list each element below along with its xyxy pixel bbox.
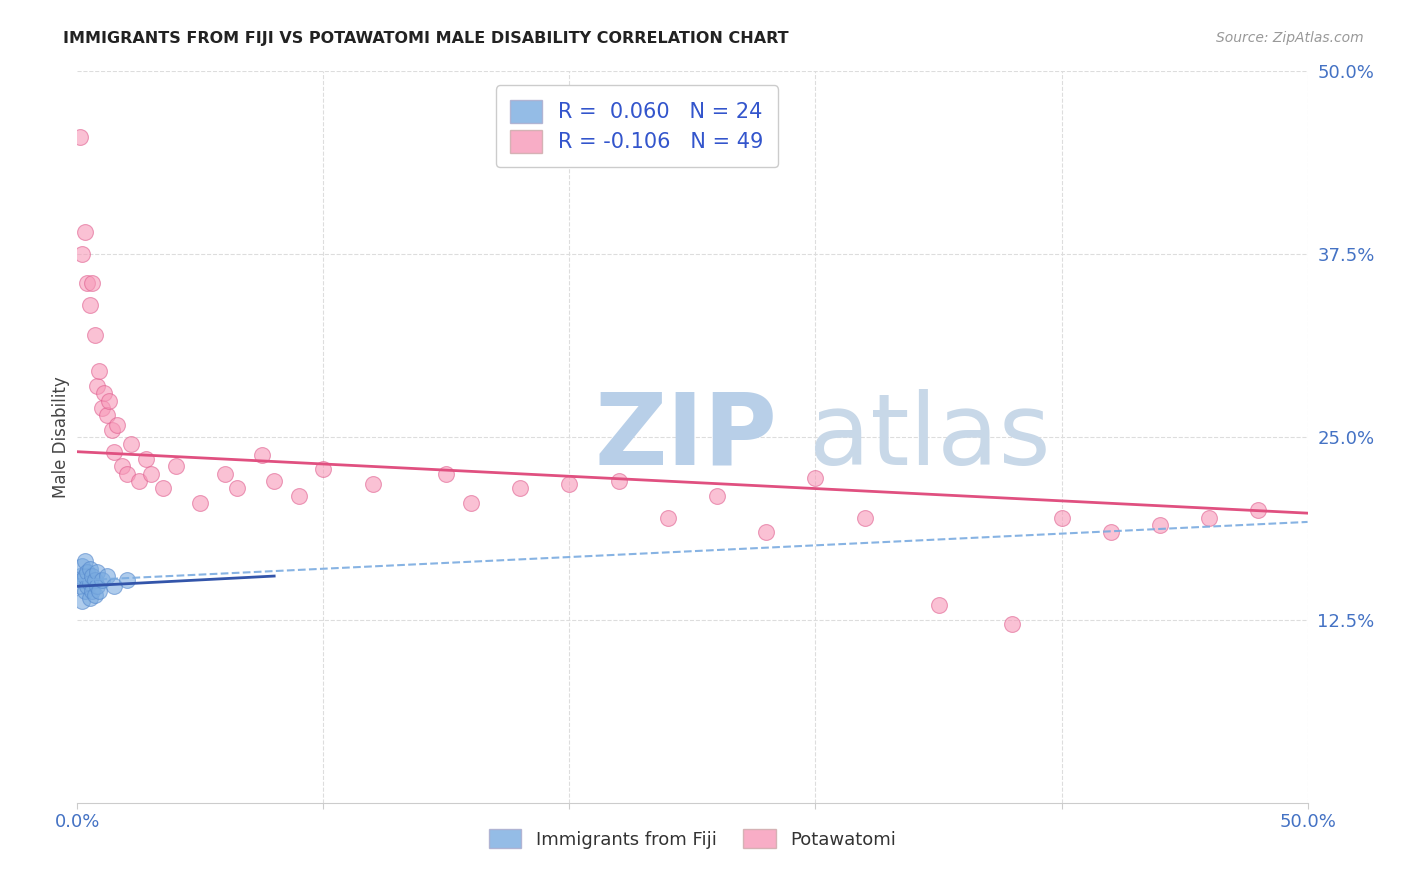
Point xyxy=(250,448,273,462)
Point xyxy=(73,554,96,568)
Point xyxy=(82,569,104,583)
Point xyxy=(141,467,163,481)
Point xyxy=(103,444,125,458)
Point xyxy=(312,462,335,476)
Y-axis label: Male Disability: Male Disability xyxy=(52,376,70,498)
Point xyxy=(83,327,105,342)
Point xyxy=(90,574,114,588)
Point xyxy=(96,569,118,583)
Point xyxy=(135,452,157,467)
Point xyxy=(214,467,236,481)
Point xyxy=(82,277,104,291)
Text: Source: ZipAtlas.com: Source: ZipAtlas.com xyxy=(1216,31,1364,45)
Point xyxy=(115,574,138,588)
Point xyxy=(509,481,531,495)
Point xyxy=(152,481,174,495)
Point xyxy=(96,408,118,422)
Point xyxy=(82,583,104,598)
Point xyxy=(263,474,285,488)
Point xyxy=(69,569,91,583)
Point xyxy=(86,565,108,579)
Point xyxy=(1149,517,1171,532)
Point xyxy=(288,489,311,503)
Point xyxy=(89,364,111,378)
Point xyxy=(86,579,108,593)
Point xyxy=(73,225,96,239)
Point xyxy=(83,574,105,588)
Point xyxy=(755,525,778,540)
Point xyxy=(853,510,876,524)
Point xyxy=(226,481,249,495)
Text: ZIP: ZIP xyxy=(595,389,778,485)
Point xyxy=(128,474,150,488)
Point xyxy=(76,277,98,291)
Point xyxy=(706,489,728,503)
Point xyxy=(460,496,482,510)
Point xyxy=(73,569,96,583)
Point xyxy=(93,386,115,401)
Point xyxy=(1050,510,1073,524)
Text: atlas: atlas xyxy=(810,389,1050,485)
Point xyxy=(70,574,93,588)
Point xyxy=(70,247,93,261)
Point xyxy=(73,583,96,598)
Point xyxy=(90,401,114,415)
Point xyxy=(105,418,128,433)
Point xyxy=(83,588,105,602)
Legend: Immigrants from Fiji, Potawatomi: Immigrants from Fiji, Potawatomi xyxy=(481,822,904,856)
Point xyxy=(79,576,101,591)
Point xyxy=(76,579,98,593)
Point xyxy=(188,496,212,510)
Point xyxy=(103,579,125,593)
Point xyxy=(70,594,93,608)
Point xyxy=(436,467,458,481)
Point xyxy=(361,476,384,491)
Point xyxy=(121,437,143,451)
Point xyxy=(111,459,132,474)
Point xyxy=(657,510,679,524)
Point xyxy=(165,459,187,474)
Point xyxy=(69,579,91,593)
Point xyxy=(69,130,91,145)
Point xyxy=(79,562,101,576)
Point xyxy=(79,298,101,312)
Point xyxy=(86,379,108,393)
Text: IMMIGRANTS FROM FIJI VS POTAWATOMI MALE DISABILITY CORRELATION CHART: IMMIGRANTS FROM FIJI VS POTAWATOMI MALE … xyxy=(63,31,789,46)
Point xyxy=(89,583,111,598)
Point xyxy=(1099,525,1122,540)
Point xyxy=(76,565,98,579)
Point xyxy=(1247,503,1270,517)
Point xyxy=(79,591,101,605)
Point xyxy=(607,474,630,488)
Point xyxy=(1198,510,1220,524)
Point xyxy=(98,393,121,408)
Point xyxy=(558,476,581,491)
Point xyxy=(804,471,827,485)
Point xyxy=(115,467,138,481)
Point xyxy=(70,558,93,573)
Point xyxy=(101,423,124,437)
Point xyxy=(928,599,950,613)
Point xyxy=(1001,617,1024,632)
